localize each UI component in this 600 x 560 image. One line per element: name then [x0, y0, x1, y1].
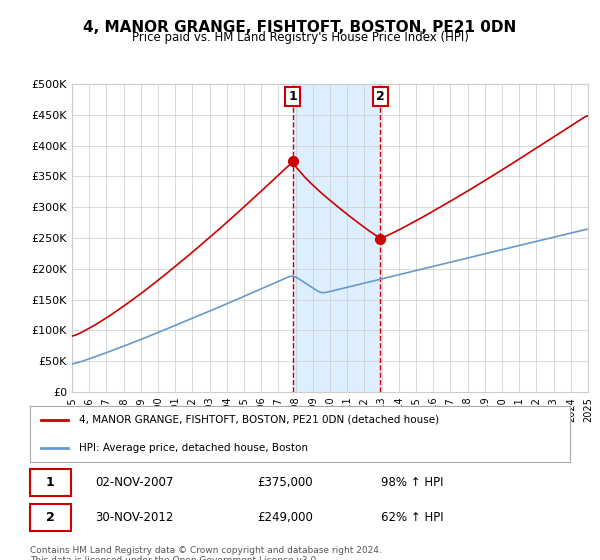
- Text: Contains HM Land Registry data © Crown copyright and database right 2024.
This d: Contains HM Land Registry data © Crown c…: [30, 546, 382, 560]
- Text: 02-NOV-2007: 02-NOV-2007: [95, 476, 173, 489]
- FancyBboxPatch shape: [30, 504, 71, 531]
- Text: Price paid vs. HM Land Registry's House Price Index (HPI): Price paid vs. HM Land Registry's House …: [131, 31, 469, 44]
- Text: £249,000: £249,000: [257, 511, 313, 524]
- Text: 4, MANOR GRANGE, FISHTOFT, BOSTON, PE21 0DN: 4, MANOR GRANGE, FISHTOFT, BOSTON, PE21 …: [83, 20, 517, 35]
- Text: 2: 2: [46, 511, 55, 524]
- Bar: [293, 84, 380, 392]
- Text: 1: 1: [289, 90, 297, 103]
- Text: 4, MANOR GRANGE, FISHTOFT, BOSTON, PE21 0DN (detached house): 4, MANOR GRANGE, FISHTOFT, BOSTON, PE21 …: [79, 415, 439, 425]
- Text: 2: 2: [376, 90, 385, 103]
- Text: HPI: Average price, detached house, Boston: HPI: Average price, detached house, Bost…: [79, 443, 308, 453]
- Text: 98% ↑ HPI: 98% ↑ HPI: [381, 476, 443, 489]
- Text: £375,000: £375,000: [257, 476, 313, 489]
- Text: 1: 1: [46, 476, 55, 489]
- Text: 30-NOV-2012: 30-NOV-2012: [95, 511, 173, 524]
- Text: 62% ↑ HPI: 62% ↑ HPI: [381, 511, 443, 524]
- FancyBboxPatch shape: [30, 469, 71, 496]
